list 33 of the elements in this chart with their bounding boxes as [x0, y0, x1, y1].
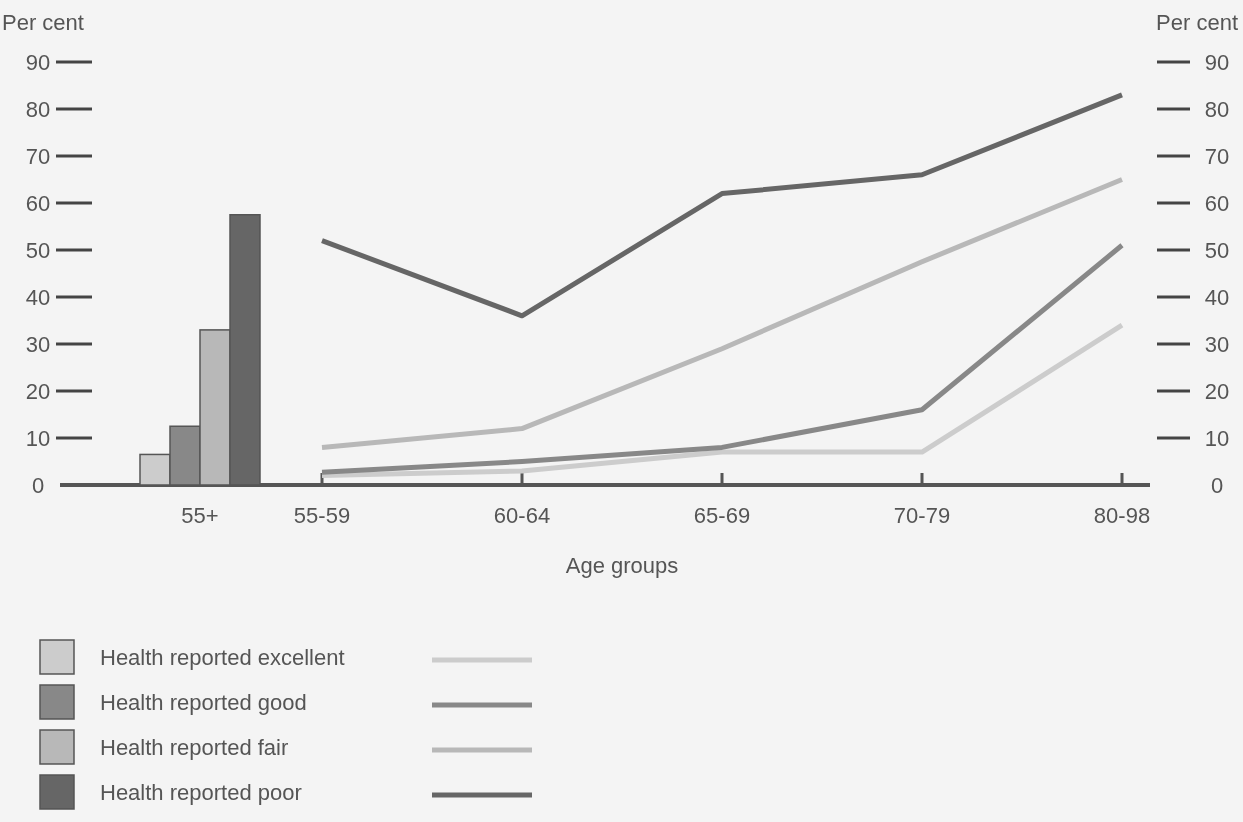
- y-tick-label: 60: [25, 190, 51, 216]
- y-tick-label: 70: [25, 143, 51, 169]
- y2-tick-label: 60: [1204, 190, 1230, 216]
- y2-tick-label: 90: [1204, 49, 1230, 75]
- y2-tick-label: 30: [1204, 331, 1230, 357]
- y2-tick-label: 40: [1204, 284, 1230, 310]
- y-tick-label: 10: [25, 425, 51, 451]
- x-tick-label: 70-79: [893, 503, 951, 528]
- legend-label: Health reported fair: [100, 734, 289, 760]
- legend-label: Health reported poor: [100, 779, 302, 805]
- x-tick-label: 65-69: [693, 503, 751, 528]
- y2-tick-label: 10: [1204, 425, 1230, 451]
- y-tick-label: 20: [25, 378, 51, 404]
- y-tick-label: 40: [25, 284, 51, 310]
- x-tick-label: 55+: [181, 503, 219, 528]
- y2-tick-label: 20: [1204, 378, 1230, 404]
- y-tick-label: 50: [25, 237, 51, 263]
- x-tick-label: 60-64: [493, 503, 551, 528]
- y-tick-label: 30: [25, 331, 51, 357]
- legend-label: Health reported good: [100, 689, 307, 715]
- y2-axis-title: Per cent: [1156, 10, 1238, 35]
- x-axis-title: Age groups: [565, 553, 679, 578]
- x-tick-label: 55-59: [293, 503, 351, 528]
- y2-tick-label: 50: [1204, 237, 1230, 263]
- y-tick-label: 0: [31, 472, 45, 498]
- x-tick-label: 80-98: [1093, 503, 1151, 528]
- y2-tick-label: 0: [1210, 472, 1224, 498]
- y-tick-label: 80: [25, 96, 51, 122]
- y2-tick-label: 80: [1204, 96, 1230, 122]
- y-axis-title: Per cent: [2, 10, 84, 35]
- y2-tick-label: 70: [1204, 143, 1230, 169]
- legend-label: Health reported excellent: [100, 644, 345, 670]
- y-tick-label: 90: [25, 49, 51, 75]
